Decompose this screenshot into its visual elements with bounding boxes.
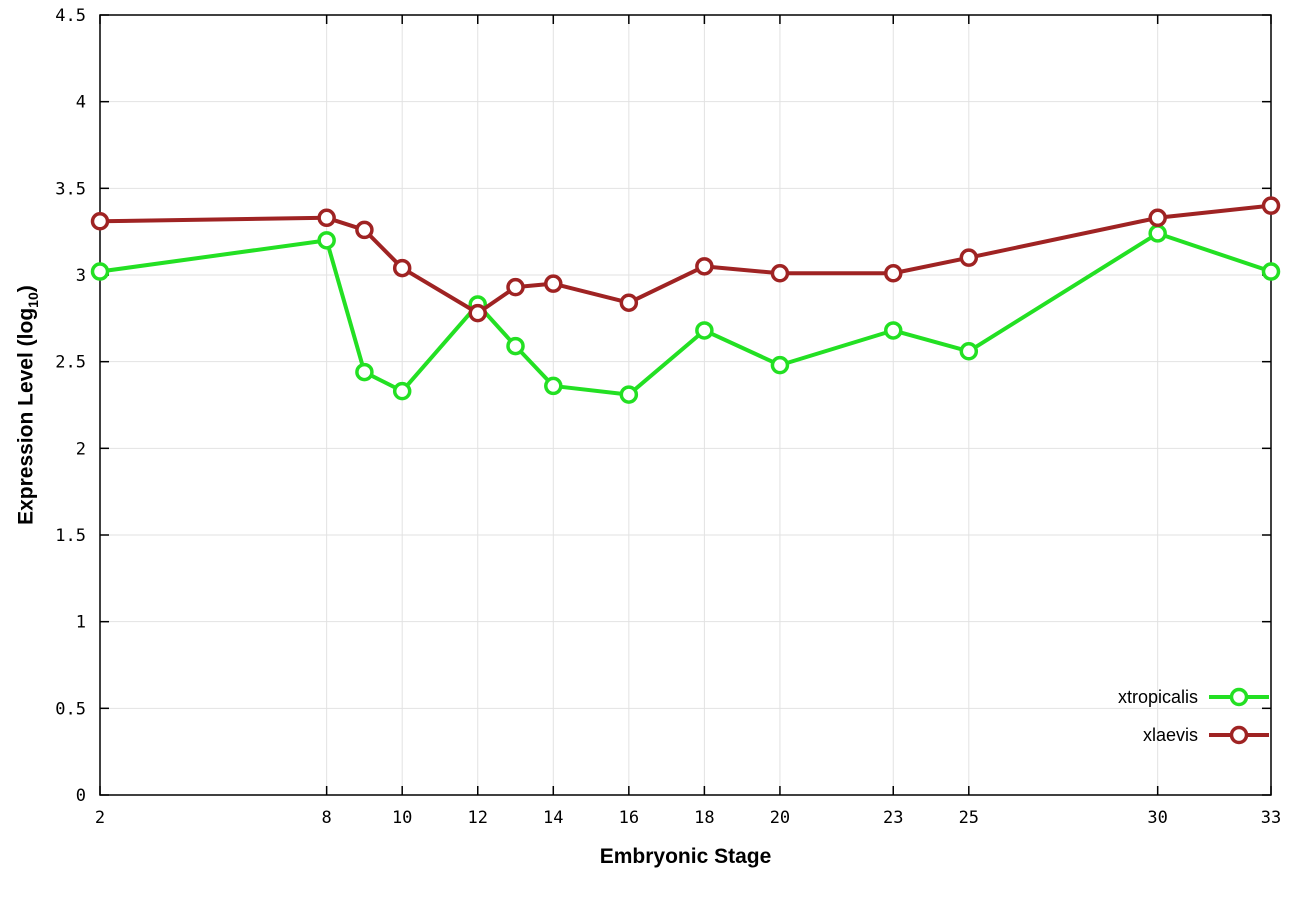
legend-item-xtropicalis: xtropicalis	[1118, 681, 1270, 713]
svg-text:0.5: 0.5	[55, 699, 86, 719]
svg-text:0: 0	[76, 786, 86, 806]
svg-text:2.5: 2.5	[55, 353, 86, 373]
svg-text:14: 14	[543, 808, 563, 828]
svg-text:25: 25	[959, 808, 979, 828]
legend-label: xtropicalis	[1117, 686, 1198, 707]
legend-sample-line	[1209, 687, 1269, 707]
svg-text:2: 2	[95, 808, 105, 828]
svg-text:10: 10	[392, 808, 412, 828]
svg-text:18: 18	[694, 808, 714, 828]
svg-text:1: 1	[76, 613, 86, 633]
legend-sample-line	[1209, 725, 1269, 745]
svg-text:23: 23	[883, 808, 903, 828]
svg-text:33: 33	[1261, 808, 1281, 828]
legend-label: xlaevis	[1142, 724, 1198, 745]
svg-text:8: 8	[322, 808, 332, 828]
svg-text:3.5: 3.5	[55, 179, 86, 199]
legend-item-xlaevis: xlaevis	[1118, 719, 1270, 751]
svg-text:30: 30	[1147, 808, 1167, 828]
legend: xtropicalis xlaevis	[1118, 681, 1270, 751]
svg-text:4.5: 4.5	[55, 6, 86, 26]
svg-text:12: 12	[467, 808, 487, 828]
svg-text:2: 2	[76, 439, 86, 459]
svg-text:3: 3	[76, 266, 86, 286]
svg-text:1.5: 1.5	[55, 526, 86, 546]
x-axis-title: Embryonic Stage	[599, 845, 772, 868]
svg-text:16: 16	[619, 808, 639, 828]
svg-text:20: 20	[770, 808, 790, 828]
svg-text:4: 4	[76, 93, 86, 113]
